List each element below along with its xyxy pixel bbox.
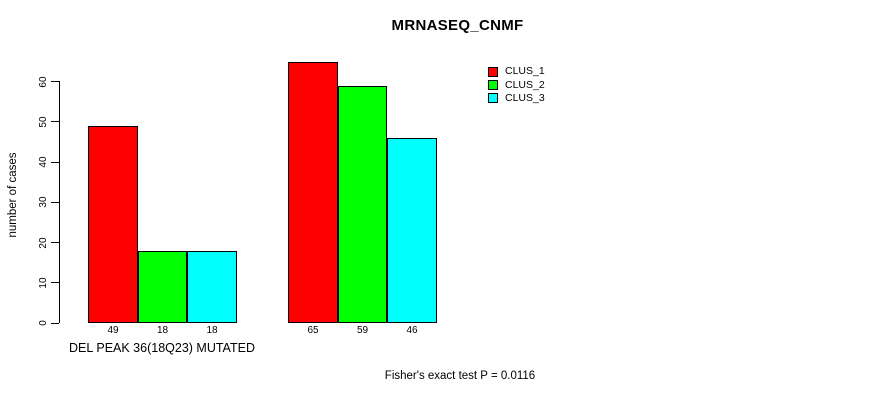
bar-clus_1-group2 — [288, 61, 338, 323]
x-axis-title: DEL PEAK 36(18Q23) MUTATED — [69, 341, 255, 355]
legend-swatch-icon — [488, 80, 498, 91]
bar-clus_3-group1 — [187, 250, 237, 323]
legend-label: CLUS_2 — [505, 78, 545, 91]
y-tick-label-40: 40 — [38, 156, 49, 168]
y-tick-label-60: 60 — [38, 76, 49, 88]
y-tick-label-30: 30 — [38, 196, 49, 208]
y-tick-label-20: 20 — [38, 236, 49, 249]
bar-value-label-clus_3-group1: 18 — [206, 325, 218, 336]
y-tick-10 — [51, 282, 59, 284]
bar-value-label-clus_2-group2: 59 — [356, 325, 369, 336]
legend: CLUS_1 CLUS_2 CLUS_3 — [488, 65, 545, 105]
bar-clus_2-group1 — [137, 250, 187, 323]
bar-clus_2-group2 — [337, 85, 387, 323]
y-tick-30 — [51, 201, 59, 203]
legend-label: CLUS_3 — [505, 91, 545, 104]
legend-item-clus_1: CLUS_1 — [488, 65, 545, 78]
bar-value-label-clus_1-group2: 65 — [307, 325, 319, 336]
bar-value-label-clus_3-group2: 46 — [406, 325, 418, 336]
legend-item-clus_3: CLUS_3 — [488, 92, 545, 105]
y-tick-60 — [51, 81, 59, 83]
y-tick-label-50: 50 — [38, 116, 49, 128]
stat-annotation: Fisher's exact test P = 0.0116 — [384, 370, 536, 382]
bar-value-label-clus_1-group1: 49 — [107, 325, 119, 336]
y-tick-label-0: 0 — [38, 320, 49, 326]
y-tick-label-10: 10 — [38, 277, 49, 289]
legend-item-clus_2: CLUS_2 — [488, 78, 545, 91]
legend-swatch-icon — [488, 93, 498, 104]
y-axis-line — [59, 81, 60, 323]
legend-label: CLUS_1 — [505, 65, 545, 78]
y-tick-50 — [51, 121, 59, 123]
bar-value-label-clus_2-group1: 18 — [156, 325, 169, 336]
y-tick-40 — [51, 161, 59, 163]
y-tick-0 — [51, 322, 59, 324]
bar-clus_1-group1 — [88, 125, 138, 323]
chart-title: MRNASEQ_CNMF — [391, 17, 524, 34]
bar-clus_3-group2 — [387, 137, 437, 323]
y-axis-title: number of cases — [7, 152, 19, 238]
legend-swatch-icon — [488, 66, 498, 77]
y-tick-20 — [51, 242, 59, 244]
